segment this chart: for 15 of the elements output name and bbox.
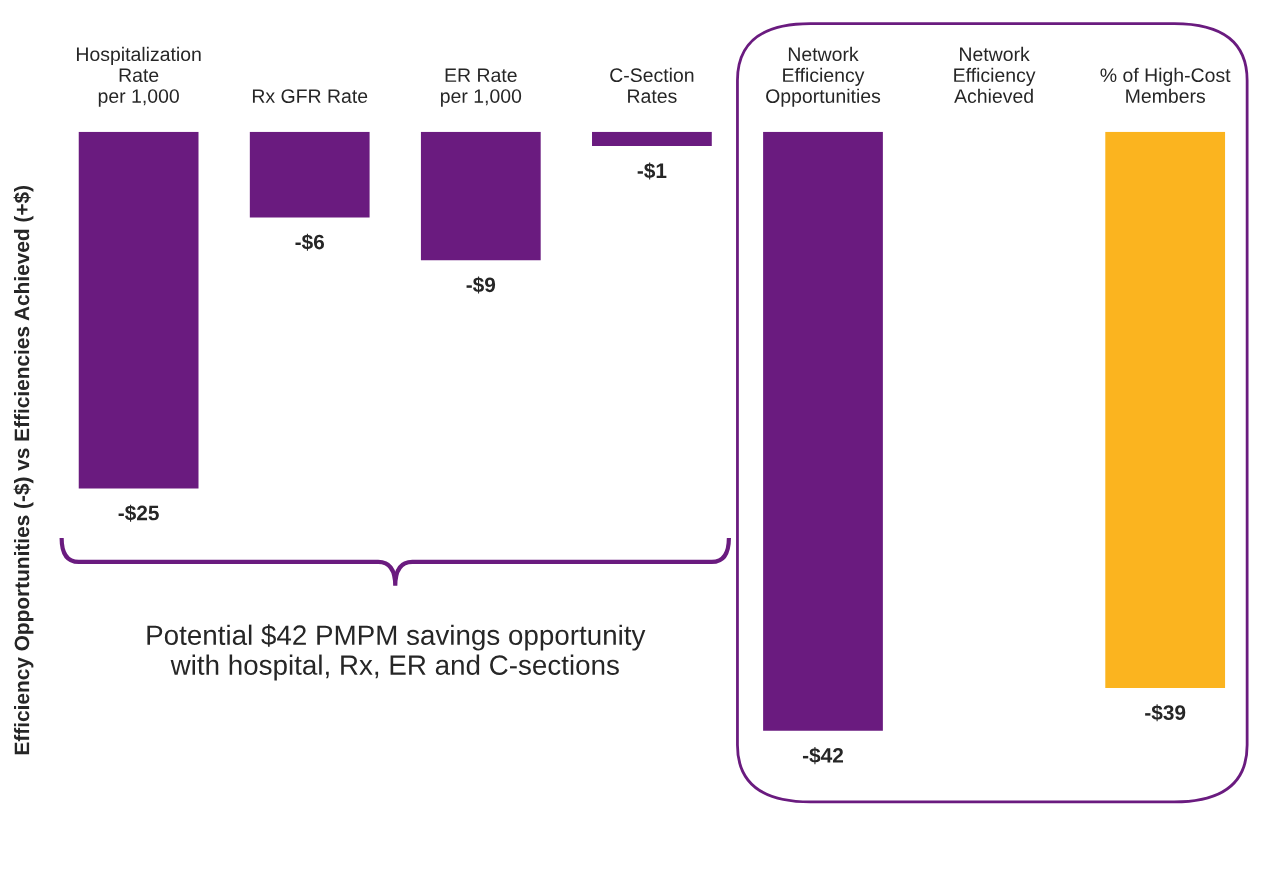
y-axis-title: Efficiency Opportunities (-$) vs Efficiencies Achieved (+$): [13, 186, 34, 755]
x-tick-label: % of High-Cost Members: [1100, 67, 1231, 104]
data-label: -$39: [1145, 704, 1186, 722]
annotation: Potential $42 PMPM savings opportunity with hospital, Rx, ER and C-sections: [147, 624, 646, 681]
x-tick-label: Rx GFR Rate: [252, 89, 368, 104]
x-tick-label: C-Section Rates: [610, 67, 694, 104]
data-label: -$9: [466, 276, 496, 294]
x-tick-label: Hospitalization Rate per 1,000: [76, 46, 201, 107]
data-label: -$6: [295, 233, 325, 251]
data-label: -$42: [802, 747, 844, 765]
x-tick-label: ER Rate per 1,000: [440, 68, 522, 107]
data-label: -$1: [637, 162, 667, 180]
x-tick-label: Network Efficiency Achieved: [954, 46, 1036, 104]
x-tick-label: Network Efficiency Opportunities: [766, 46, 881, 107]
data-label: -$25: [118, 504, 159, 522]
